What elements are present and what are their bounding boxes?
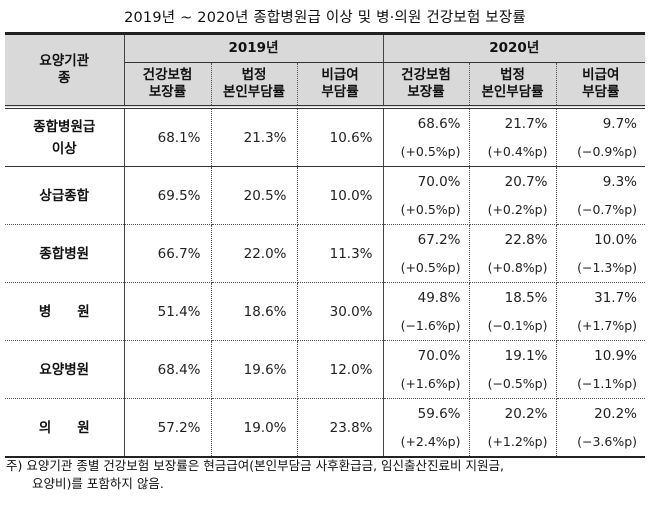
cell-value: 31.7% (+1.7%p) bbox=[556, 282, 646, 341]
cell-value: 70.0% (+1.6%p) bbox=[383, 340, 470, 399]
cell-value: 30.0% bbox=[297, 282, 384, 341]
header-coverage-rate-2019: 건강보험 보장률 bbox=[124, 62, 212, 109]
cell-value: 49.8% (−1.6%p) bbox=[383, 282, 470, 341]
cell-value: 12.0% bbox=[297, 340, 384, 399]
change-value: (−1.1%p) bbox=[577, 375, 638, 391]
cell-value: 70.0% (+0.5%p) bbox=[383, 166, 470, 225]
cell-value: 68.6% (+0.5%p) bbox=[383, 107, 470, 167]
table-title: 2019년 ~ 2020년 종합병원급 이상 및 병·의원 건강보험 보장률 bbox=[124, 10, 526, 26]
header-noncovered-rate-2019: 비급여 부담률 bbox=[297, 62, 384, 109]
cell-value: 22.0% bbox=[211, 224, 298, 283]
cell-value: 23.8% bbox=[297, 398, 384, 458]
cell-value: 20.2% (+1.2%p) bbox=[469, 398, 557, 458]
cell-value: 67.2% (+0.5%p) bbox=[383, 224, 470, 283]
cell-value: 20.2% (−3.6%p) bbox=[556, 398, 646, 458]
table-row: 의원 57.2% 19.0% 23.8% 59.6% (+2.4%p) 20.2%… bbox=[5, 398, 646, 458]
row-label: 요양병원 bbox=[5, 340, 125, 399]
table-row: 종합병원 66.7% 22.0% 11.3% 67.2% (+0.5%p) 22.… bbox=[5, 224, 646, 283]
change-value: (−1.6%p) bbox=[400, 317, 461, 333]
cell-value: 51.4% bbox=[124, 282, 212, 341]
header-institution-type: 요양기관 종 bbox=[5, 32, 125, 109]
row-label: 의원 bbox=[5, 398, 125, 458]
header-copay-rate-2020: 법정 본인부담률 bbox=[469, 62, 557, 109]
change-value: (+0.2%p) bbox=[487, 201, 548, 217]
cell-value: 20.7% (+0.2%p) bbox=[469, 166, 557, 225]
table-row: 병원 51.4% 18.6% 30.0% 49.8% (−1.6%p) 18.5%… bbox=[5, 282, 646, 341]
change-value: (+0.5%p) bbox=[400, 201, 461, 217]
change-value: (−0.1%p) bbox=[487, 317, 548, 333]
change-value: (−1.3%p) bbox=[577, 259, 638, 275]
row-label: 종합병원급 이상 bbox=[5, 107, 125, 167]
cell-value: 59.6% (+2.4%p) bbox=[383, 398, 470, 458]
cell-value: 57.2% bbox=[124, 398, 212, 458]
header-copay-rate-2019: 법정 본인부담률 bbox=[211, 62, 298, 109]
cell-value: 11.3% bbox=[297, 224, 384, 283]
table-row: 요양병원 68.4% 19.6% 12.0% 70.0% (+1.6%p) 19.… bbox=[5, 340, 646, 399]
table-row: 상급종합 69.5% 20.5% 10.0% 70.0% (+0.5%p) 20.… bbox=[5, 166, 646, 225]
change-value: (−3.6%p) bbox=[577, 433, 638, 449]
footnote-line-1: 주) 요양기관 종별 건강보험 보장률은 현금급여(본인부담금 사후환급금, 임… bbox=[6, 458, 504, 473]
cell-value: 66.7% bbox=[124, 224, 212, 283]
cell-value: 18.6% bbox=[211, 282, 298, 341]
cell-value: 21.3% bbox=[211, 107, 298, 167]
change-value: (+1.6%p) bbox=[400, 375, 461, 391]
cell-value: 19.1% (−0.5%p) bbox=[469, 340, 557, 399]
cell-value: 18.5% (−0.1%p) bbox=[469, 282, 557, 341]
change-value: (+0.5%p) bbox=[400, 143, 461, 159]
cell-value: 9.3% (−0.7%p) bbox=[556, 166, 646, 225]
change-value: (−0.7%p) bbox=[577, 201, 638, 217]
cell-value: 9.7% (−0.9%p) bbox=[556, 107, 646, 167]
change-value: (+0.4%p) bbox=[487, 143, 548, 159]
cell-value: 69.5% bbox=[124, 166, 212, 225]
header-noncovered-rate-2020: 비급여 부담률 bbox=[556, 62, 646, 109]
cell-value: 10.9% (−1.1%p) bbox=[556, 340, 646, 399]
cell-value: 22.8% (+0.8%p) bbox=[469, 224, 557, 283]
header-coverage-rate-2020: 건강보험 보장률 bbox=[383, 62, 470, 109]
change-value: (−0.5%p) bbox=[487, 375, 548, 391]
table-row: 종합병원급 이상 68.1% 21.3% 10.6% 68.6% (+0.5%p) … bbox=[5, 107, 646, 167]
cell-value: 10.0% (−1.3%p) bbox=[556, 224, 646, 283]
change-value: (+1.7%p) bbox=[577, 317, 638, 333]
footnote-line-2: 요양비)를 포함하지 않음. bbox=[32, 476, 164, 491]
footnote: 주) 요양기관 종별 건강보험 보장률은 현금급여(본인부담금 사후환급금, 임… bbox=[6, 457, 646, 493]
coverage-table: 요양기관 종 2019년 2020년 건강보험 보장률 법정 본인부담률 비급여 부담률… bbox=[5, 32, 646, 458]
change-value: (+0.8%p) bbox=[487, 259, 548, 275]
row-label: 종합병원 bbox=[5, 224, 125, 283]
cell-value: 10.0% bbox=[297, 166, 384, 225]
header-year-2019: 2019년 bbox=[124, 32, 384, 63]
cell-value: 20.5% bbox=[211, 166, 298, 225]
row-label: 병원 bbox=[5, 282, 125, 341]
cell-value: 19.6% bbox=[211, 340, 298, 399]
cell-value: 68.4% bbox=[124, 340, 212, 399]
cell-value: 19.0% bbox=[211, 398, 298, 458]
header-year-2020: 2020년 bbox=[383, 32, 646, 63]
change-value: (+0.5%p) bbox=[400, 259, 461, 275]
cell-value: 10.6% bbox=[297, 107, 384, 167]
change-value: (−0.9%p) bbox=[577, 143, 638, 159]
cell-value: 21.7% (+0.4%p) bbox=[469, 107, 557, 167]
row-label: 상급종합 bbox=[5, 166, 125, 225]
change-value: (+1.2%p) bbox=[487, 433, 548, 449]
change-value: (+2.4%p) bbox=[400, 433, 461, 449]
cell-value: 68.1% bbox=[124, 107, 212, 167]
